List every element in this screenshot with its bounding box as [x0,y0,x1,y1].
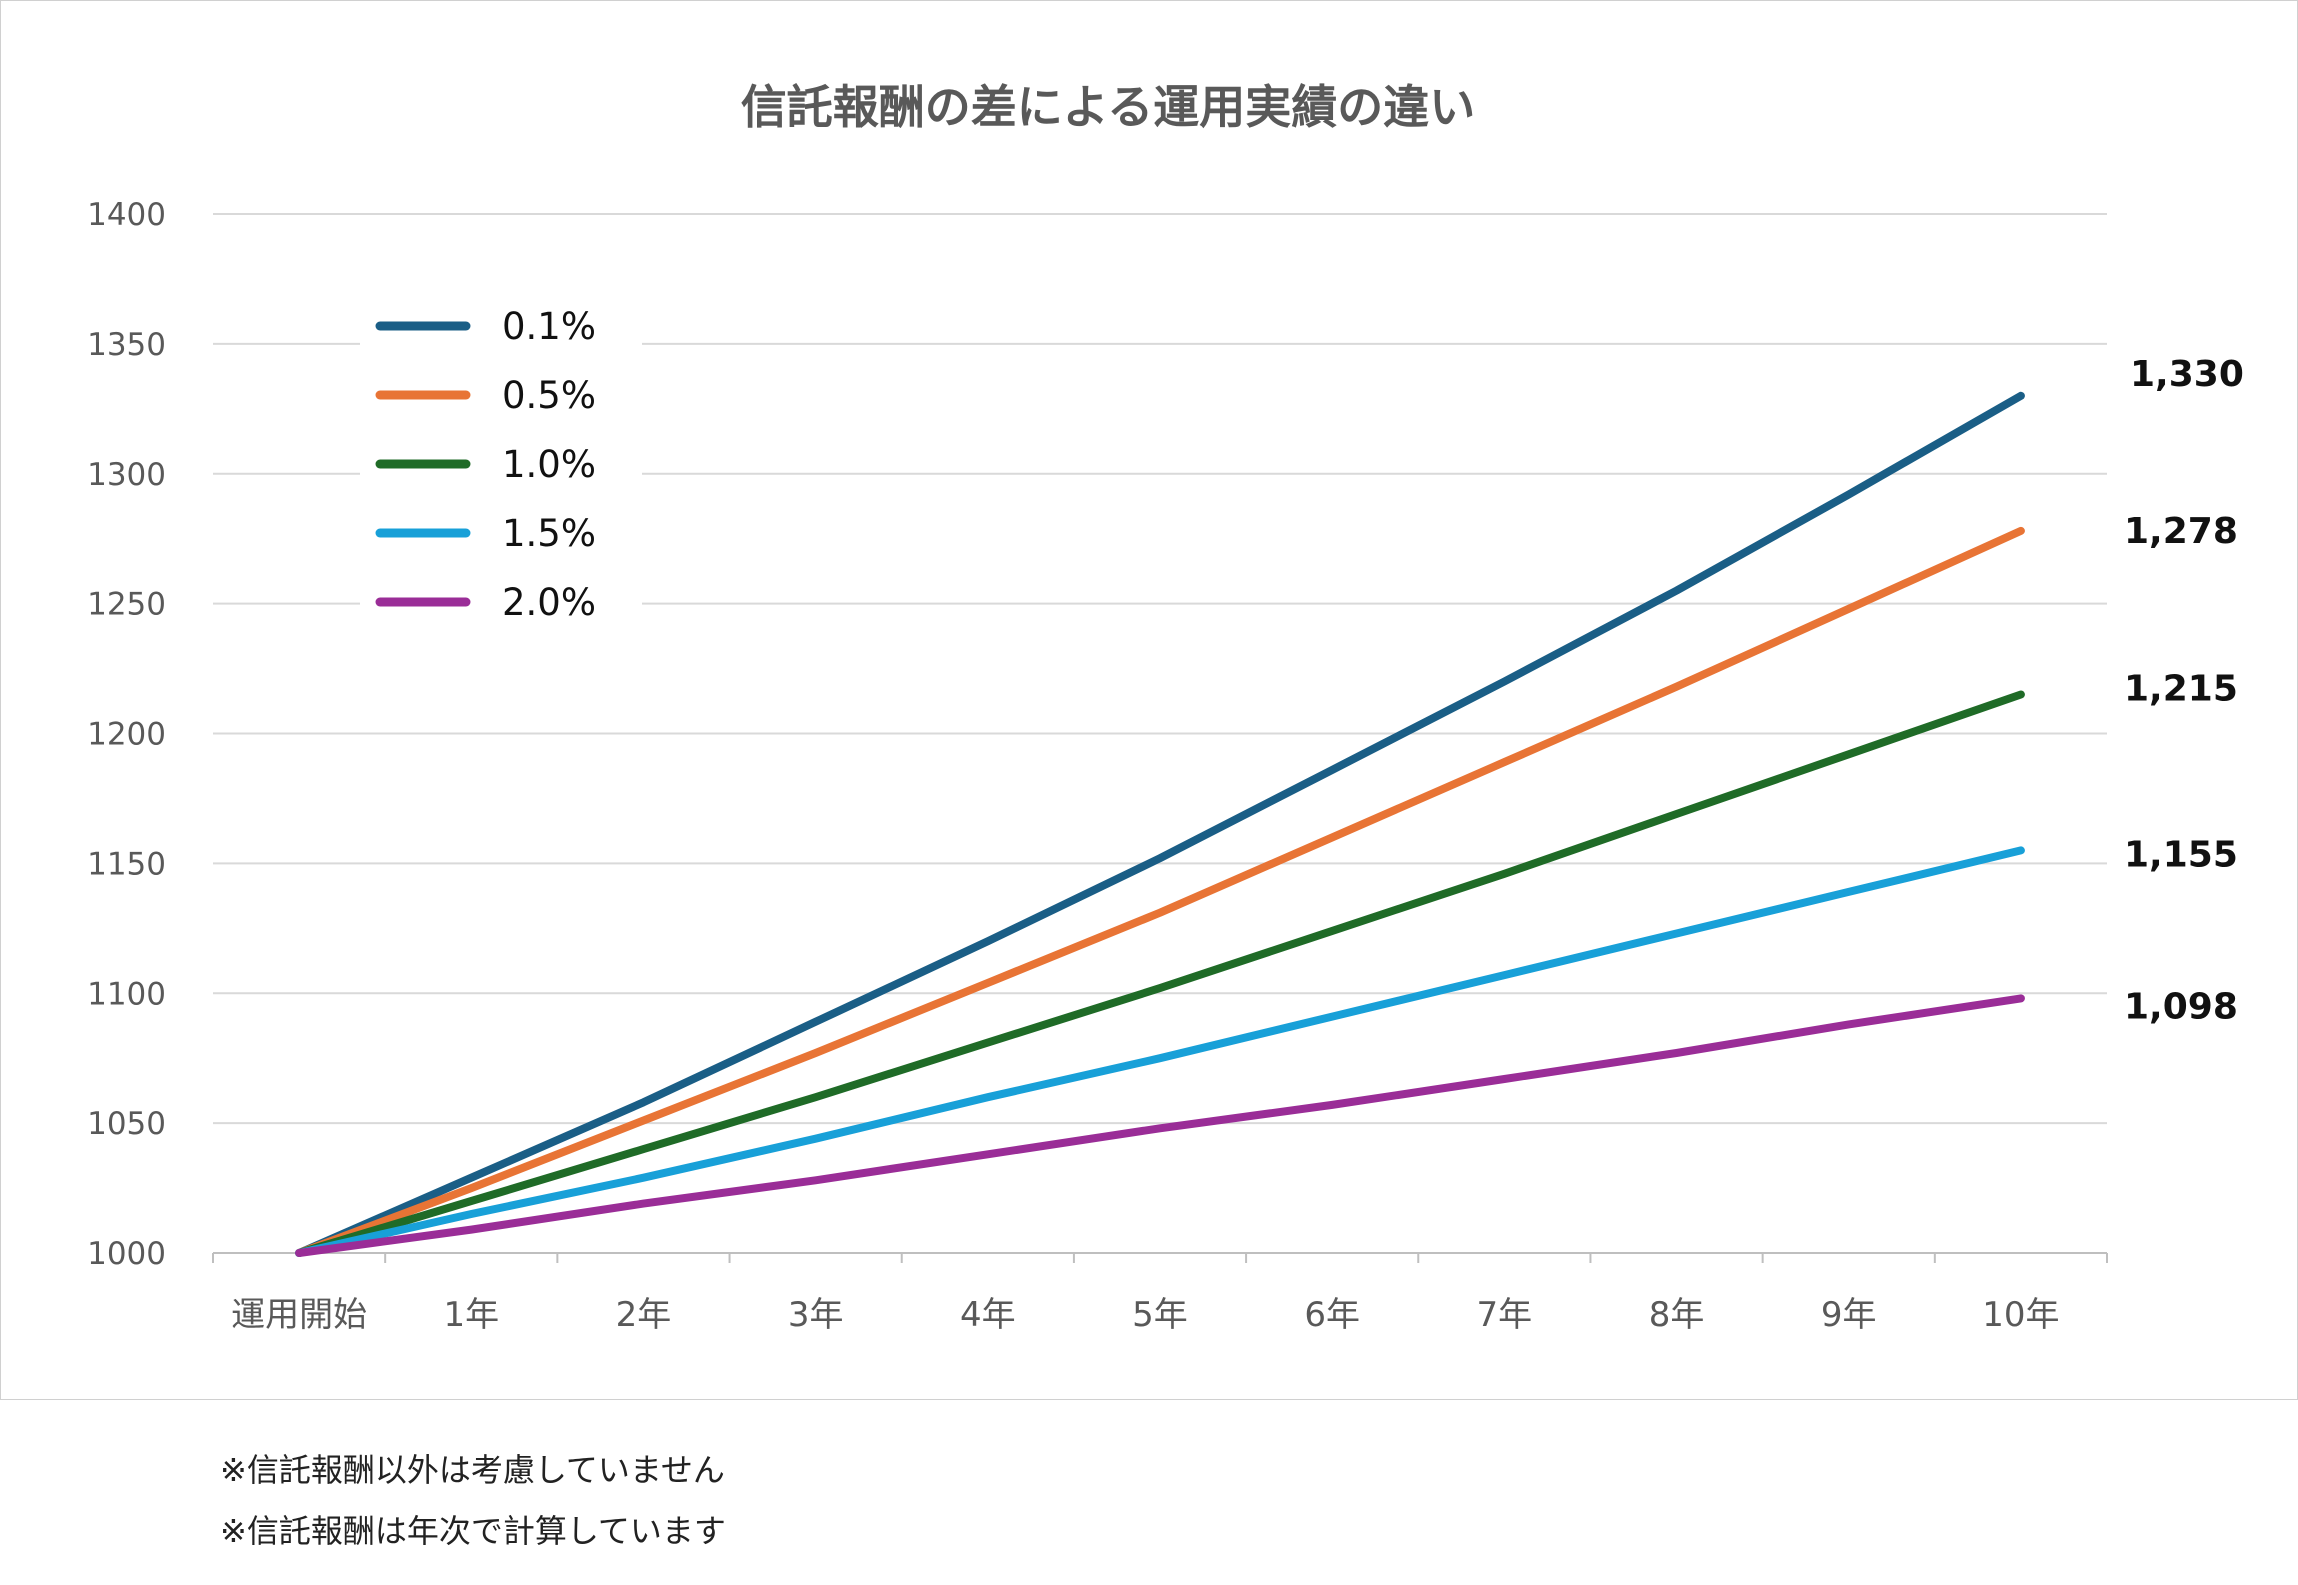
legend-background [360,302,642,653]
x-tick-label: 4年 [960,1295,1016,1335]
legend: 0.1% 0.5% 1.0% 1.5% 2.0% [360,302,642,653]
y-tick-label: 1050 [87,1106,166,1142]
legend-label: 0.1% [502,305,596,348]
series-lines [295,391,2025,1257]
y-tick-label: 1250 [87,587,166,623]
end-value-label: 1,278 [2124,511,2238,552]
legend-label: 1.5% [502,512,596,555]
axes: 1000 1050 1100 1150 1200 1250 1300 1350 1400 運用開始… [87,197,2108,1335]
y-tick-label: 1200 [87,717,166,753]
x-tick-label: 5年 [1132,1295,1188,1335]
chart-frame [0,0,2298,1400]
end-value-label: 1,155 [2124,834,2238,875]
x-tick-label: 3年 [788,1295,844,1335]
footnote-fees-only: ※信託報酬以外は考慮していません [220,1451,725,1489]
x-tick-label: 1年 [443,1295,499,1335]
x-tick-label: 10年 [1982,1295,2059,1335]
y-tick-label: 1100 [87,976,166,1012]
y-tick-label: 1350 [87,327,166,363]
end-value-label: 1,215 [2124,669,2238,710]
legend-label: 0.5% [502,374,596,417]
line-chart: 信託報酬の差による運用実績の違い 1000 1050 1100 1150 1200 125… [87,80,2244,1335]
legend-label: 1.0% [502,443,596,486]
x-tick-label: 2年 [616,1295,672,1335]
y-tick-label: 1000 [87,1236,166,1272]
x-tick-label: 運用開始 [231,1295,367,1335]
series-line [295,526,2025,1257]
series-line [295,391,2025,1257]
end-value-label: 1,098 [2124,986,2238,1027]
y-tick-label: 1150 [87,846,166,882]
x-tick-label: 9年 [1821,1295,1877,1335]
end-value-labels: 1,330 1,278 1,215 1,155 1,098 [2124,354,2244,1028]
legend-label: 2.0% [502,581,596,624]
series-line [295,846,2025,1257]
x-tick-label: 6年 [1304,1295,1360,1335]
x-tick-label: 7年 [1477,1295,1533,1335]
footnotes: ※信託報酬以外は考慮していません ※信託報酬は年次で計算しています [220,1440,726,1562]
y-tick-label: 1300 [87,457,166,493]
x-tick-label: 8年 [1649,1295,1705,1335]
footnote-annual-calc: ※信託報酬は年次で計算しています [220,1512,726,1550]
end-value-label: 1,330 [2130,354,2244,395]
y-tick-label: 1400 [87,197,166,233]
series-line [295,994,2025,1257]
chart-title: 信託報酬の差による運用実績の違い [741,80,1476,134]
series-line [295,690,2025,1257]
